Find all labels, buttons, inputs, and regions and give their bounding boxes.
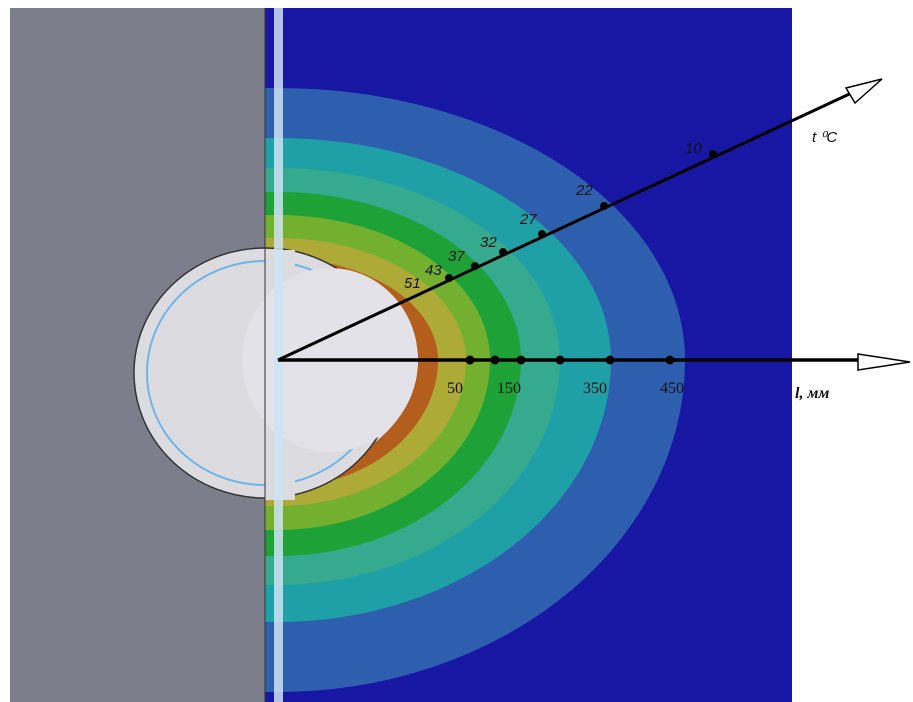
point xyxy=(606,356,615,365)
axis-title: l, мм xyxy=(795,385,829,402)
point xyxy=(600,202,608,210)
point xyxy=(466,356,475,365)
arrow xyxy=(858,354,910,370)
temp-label: 22 xyxy=(575,182,593,199)
point xyxy=(499,248,507,256)
point xyxy=(517,356,526,365)
distance-label: 50 xyxy=(447,380,463,397)
temp-label: 27 xyxy=(519,211,537,228)
point xyxy=(491,356,500,365)
point xyxy=(538,230,546,238)
distance-label: 350 xyxy=(583,380,607,397)
distance-label: 450 xyxy=(660,380,684,397)
temp-label: 10 xyxy=(685,140,702,157)
arrow xyxy=(846,79,882,103)
point xyxy=(666,356,675,365)
point xyxy=(556,356,565,365)
axis-title: t ⁰C xyxy=(812,129,837,146)
temp-label: 37 xyxy=(448,248,465,265)
temp-label: 32 xyxy=(480,234,497,251)
diagram: 10 22 27 32 37 43 51 t ⁰C 50 150 350 450… xyxy=(0,0,913,702)
point xyxy=(471,262,479,270)
stripe xyxy=(274,8,283,702)
temp-label: 51 xyxy=(404,275,421,292)
distance-label: 150 xyxy=(497,380,521,397)
temp-label: 43 xyxy=(425,262,442,279)
point xyxy=(709,150,717,158)
point xyxy=(445,274,453,282)
